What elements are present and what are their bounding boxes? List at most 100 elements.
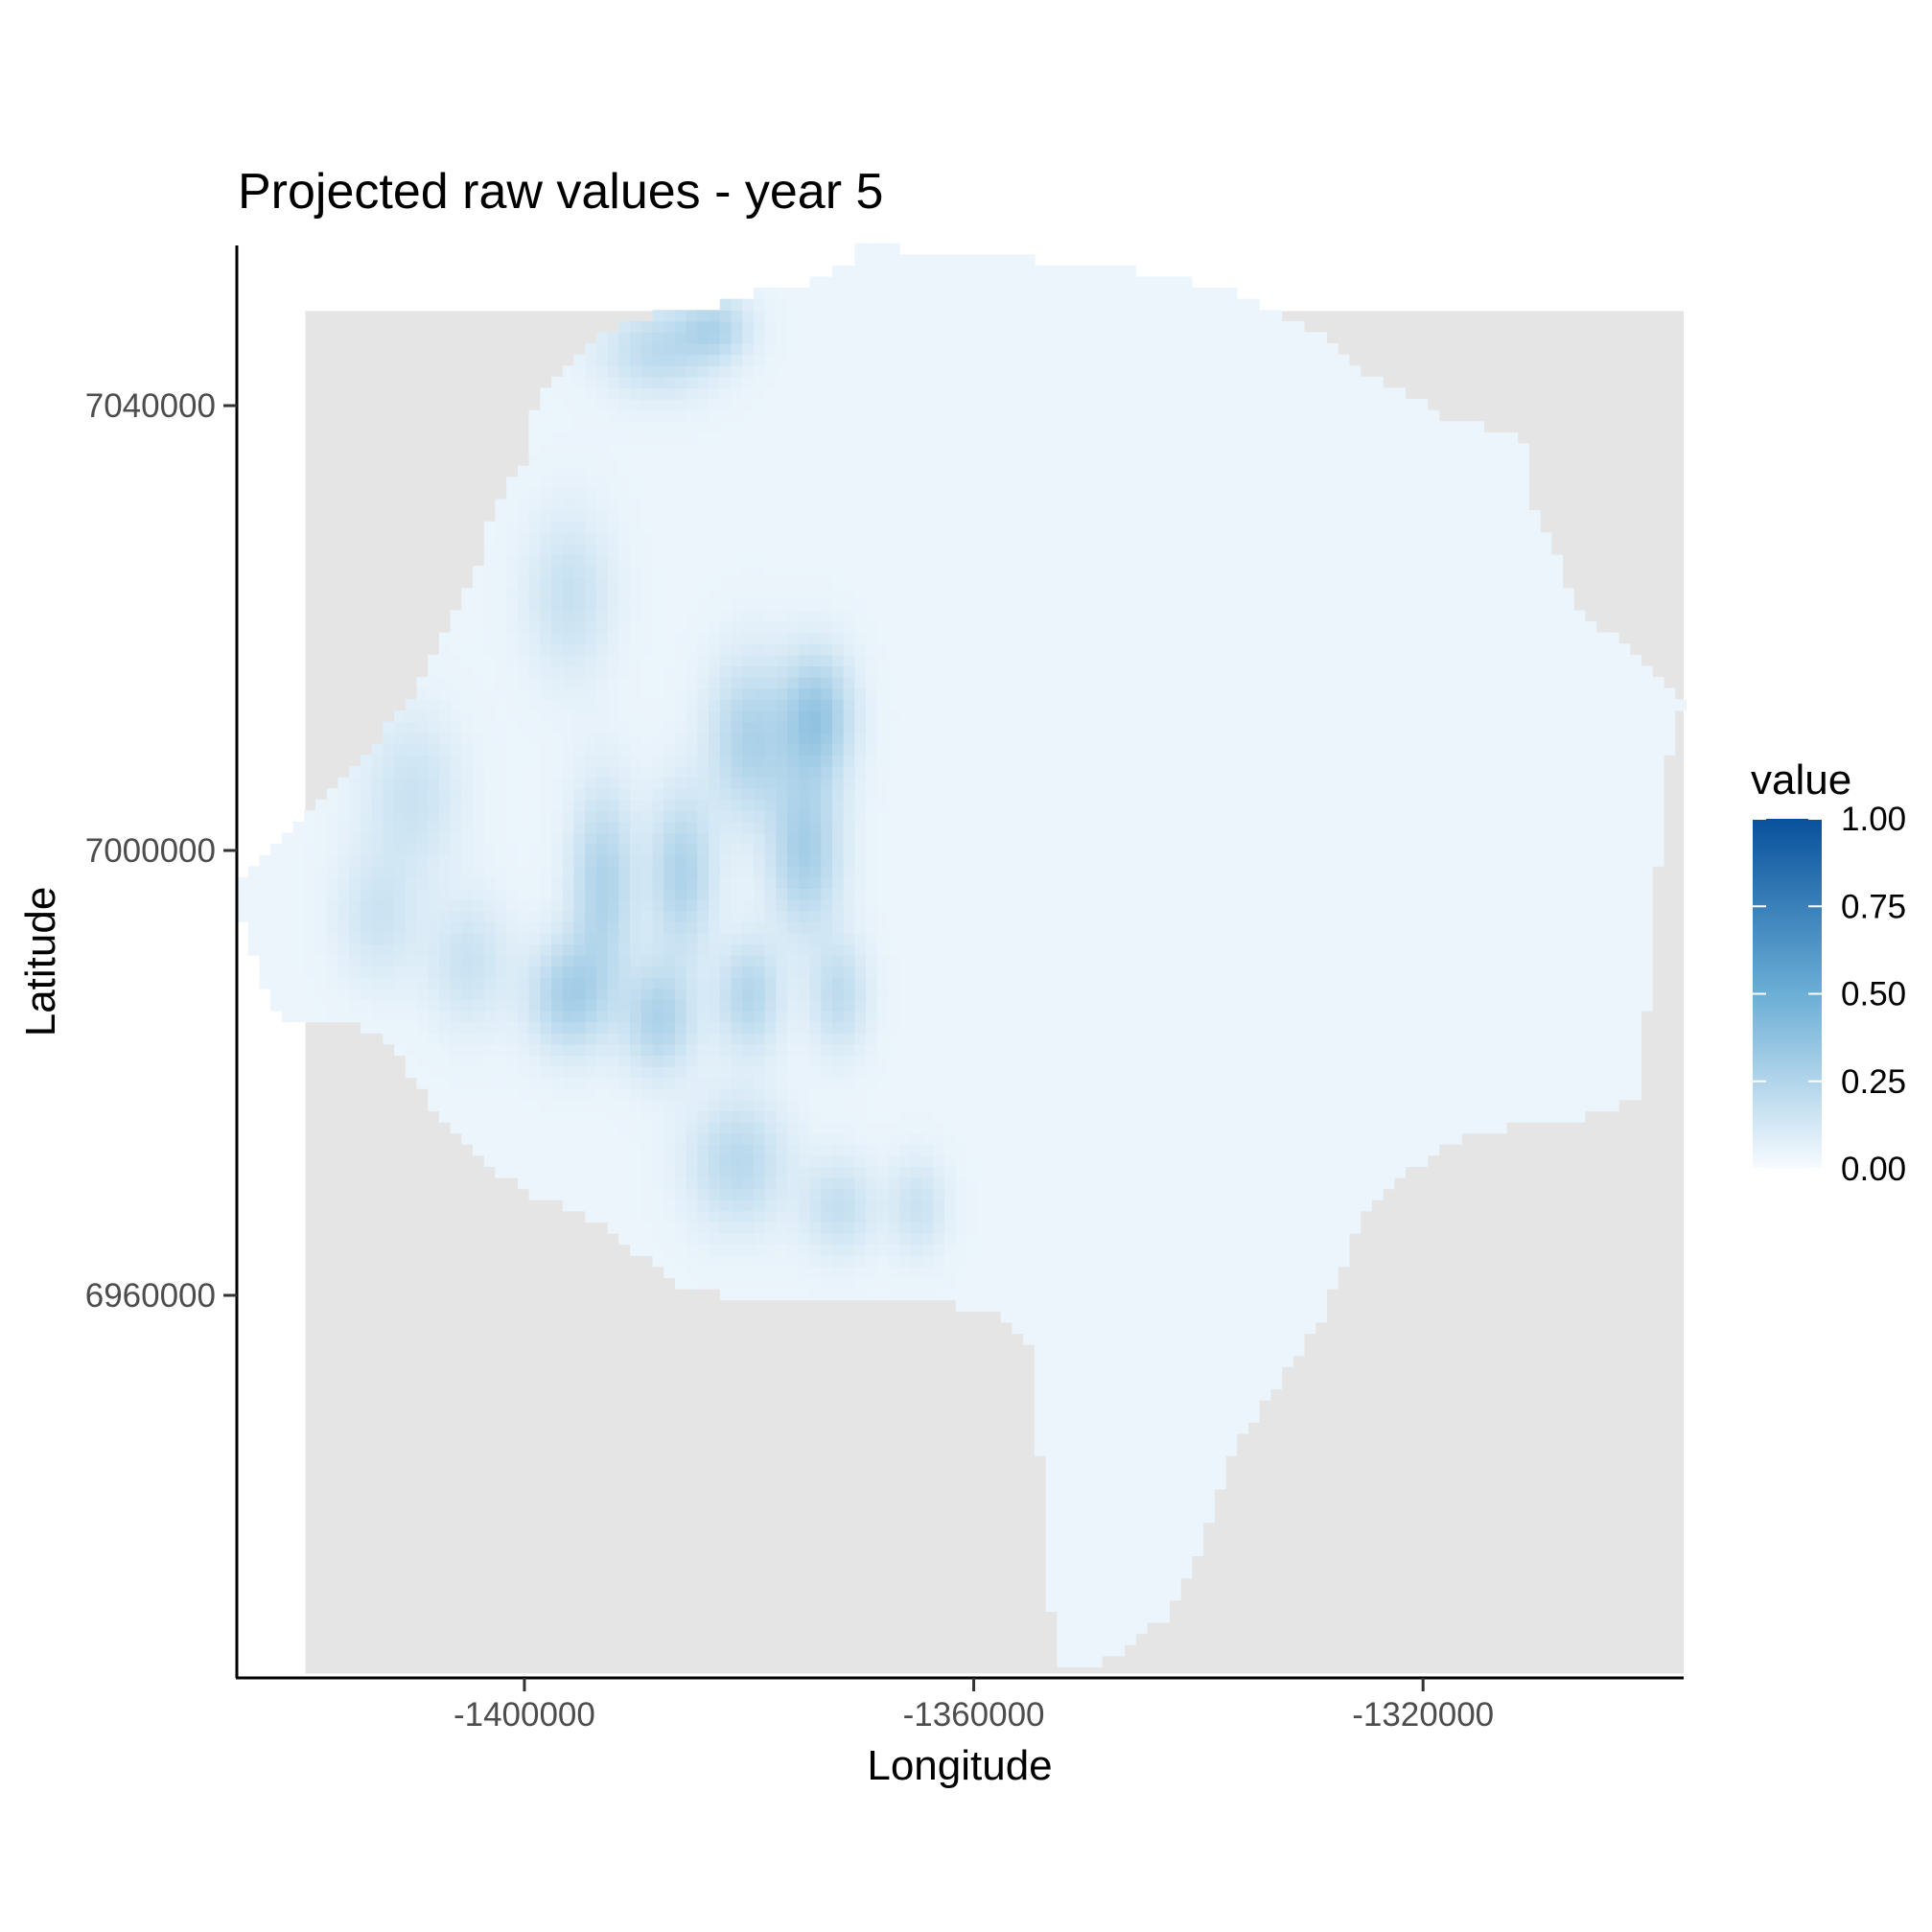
heatmap-cell xyxy=(888,320,900,334)
heatmap-cell xyxy=(809,510,822,523)
heatmap-cell xyxy=(585,521,597,533)
heatmap-cell xyxy=(595,421,609,433)
heatmap-cell xyxy=(731,810,743,823)
heatmap-cell xyxy=(798,888,811,900)
heatmap-cell xyxy=(663,454,676,467)
heatmap-cell xyxy=(595,376,609,389)
heatmap-cell xyxy=(854,699,867,711)
heatmap-cell xyxy=(630,499,642,511)
heatmap-cell xyxy=(394,721,407,733)
heatmap-cell xyxy=(764,876,777,890)
heatmap-cell xyxy=(630,921,642,934)
heatmap-cell xyxy=(495,755,507,767)
heatmap-cell xyxy=(663,1077,676,1089)
heatmap-cell xyxy=(910,510,923,523)
heatmap-cell xyxy=(652,588,664,600)
heatmap-cell xyxy=(495,632,507,644)
heatmap-cell xyxy=(618,966,631,978)
heatmap-cell xyxy=(731,1077,743,1089)
heatmap-cell xyxy=(798,298,811,311)
heatmap-cell xyxy=(1034,943,1047,956)
heatmap-cell xyxy=(933,443,945,455)
heatmap-cell xyxy=(809,566,822,578)
heatmap-cell xyxy=(955,932,968,945)
heatmap-cell xyxy=(270,921,283,934)
heatmap-cell xyxy=(1012,465,1024,477)
heatmap-cell xyxy=(517,777,530,789)
heatmap-cell xyxy=(753,443,766,455)
heatmap-cell xyxy=(517,598,530,612)
heatmap-cell xyxy=(652,1077,664,1089)
heatmap-cell xyxy=(921,955,934,967)
heatmap-cell xyxy=(528,1144,541,1156)
heatmap-cell xyxy=(428,955,440,967)
heatmap-cell xyxy=(731,1021,743,1034)
heatmap-cell xyxy=(506,532,519,545)
heatmap-cell xyxy=(428,810,440,823)
heatmap-cell xyxy=(630,1088,642,1101)
heatmap-cell xyxy=(966,399,979,411)
heatmap-cell xyxy=(809,1144,822,1156)
heatmap-cell xyxy=(764,532,777,545)
heatmap-cell xyxy=(640,354,654,366)
heatmap-cell xyxy=(876,966,890,978)
heatmap-cell xyxy=(821,1277,833,1290)
heatmap-cell xyxy=(1012,1154,1024,1168)
heatmap-cell xyxy=(719,1077,733,1089)
heatmap-cell xyxy=(551,1077,564,1089)
heatmap-cell xyxy=(753,699,766,711)
heatmap-cell xyxy=(573,1011,586,1023)
heatmap-cell xyxy=(438,999,452,1012)
heatmap-cell xyxy=(428,943,440,956)
heatmap-cell xyxy=(787,966,800,978)
heatmap-cell xyxy=(360,1021,373,1034)
heatmap-cell xyxy=(731,721,743,733)
heatmap-cell xyxy=(686,921,698,934)
heatmap-cell xyxy=(585,1055,597,1067)
heatmap-cell xyxy=(966,943,979,956)
heatmap-cell xyxy=(473,999,485,1012)
heatmap-cell xyxy=(697,844,710,856)
heatmap-cell xyxy=(742,510,755,523)
heatmap-cell xyxy=(888,1066,900,1079)
heatmap-cell xyxy=(1012,298,1024,311)
heatmap-cell xyxy=(821,566,833,578)
heatmap-cell xyxy=(595,499,609,511)
heatmap-cell xyxy=(674,955,687,967)
heatmap-cell xyxy=(483,588,497,600)
heatmap-cell xyxy=(989,977,1002,989)
heatmap-cell xyxy=(821,1011,833,1023)
heatmap-cell xyxy=(585,888,597,900)
heatmap-cell xyxy=(652,343,664,356)
heatmap-cell xyxy=(731,454,743,467)
heatmap-cell xyxy=(731,899,743,912)
heatmap-cell xyxy=(473,1132,485,1145)
heatmap-cell xyxy=(1000,621,1013,634)
heatmap-cell xyxy=(585,399,597,411)
heatmap-cell xyxy=(506,632,519,644)
heatmap-cell xyxy=(776,454,788,467)
heatmap-cell xyxy=(562,499,575,511)
heatmap-cell xyxy=(843,654,855,667)
heatmap-cell xyxy=(674,1255,687,1268)
heatmap-cell xyxy=(876,866,890,878)
heatmap-cell xyxy=(652,387,664,400)
heatmap-cell xyxy=(528,665,541,678)
heatmap-cell xyxy=(1000,999,1013,1012)
heatmap-cell xyxy=(1023,521,1036,533)
heatmap-cell xyxy=(517,721,530,733)
heatmap-cell xyxy=(831,755,845,767)
heatmap-cell xyxy=(831,365,845,378)
heatmap-cell xyxy=(483,743,497,756)
heatmap-cell xyxy=(1012,1321,1024,1335)
heatmap-cell xyxy=(540,977,552,989)
heatmap-cell xyxy=(966,1299,979,1312)
heatmap-cell xyxy=(888,1132,900,1145)
heatmap-cell xyxy=(686,431,698,445)
heatmap-cell xyxy=(630,988,642,1001)
heatmap-cell xyxy=(1012,598,1024,612)
heatmap-cell xyxy=(573,799,586,811)
heatmap-cell xyxy=(697,1154,710,1168)
heatmap-cell xyxy=(753,543,766,556)
heatmap-cell xyxy=(966,932,979,945)
